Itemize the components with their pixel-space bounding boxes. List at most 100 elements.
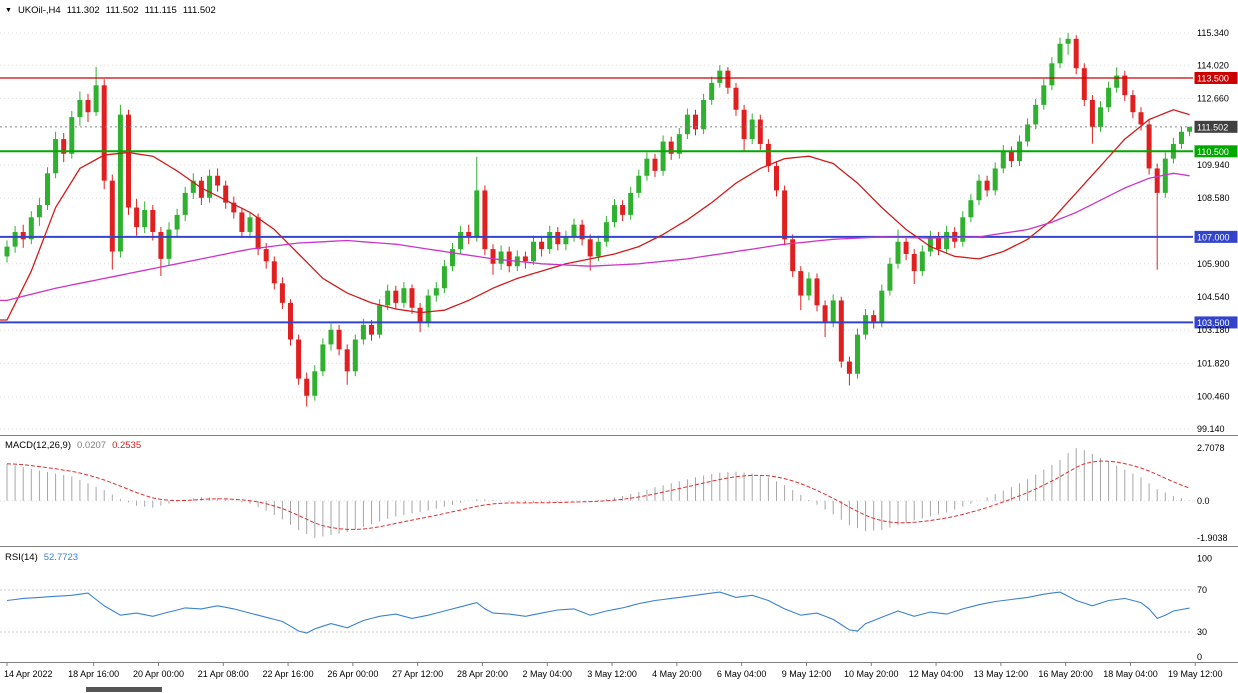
- candle-down: [539, 241, 545, 250]
- macd-scale-label: -1.9038: [1197, 533, 1228, 543]
- candle-up: [458, 231, 464, 250]
- price-label-box: [1194, 71, 1238, 84]
- time-axis[interactable]: 14 Apr 2022 18 Apr 16:00 20 Apr 00:00 21 Ap…: [0, 435, 1238, 680]
- expand-triangle-icon[interactable]: ▼: [5, 7, 12, 14]
- ohlc-close: 111.502: [182, 5, 216, 16]
- candle-up: [960, 217, 966, 242]
- candle-down: [822, 305, 828, 323]
- price-panel[interactable]: [0, 32, 1193, 430]
- scrollbar-thumb[interactable]: [86, 687, 162, 692]
- candle-up: [895, 241, 901, 264]
- candle-down: [231, 202, 237, 213]
- candle-down: [482, 190, 488, 250]
- candle-up: [531, 241, 536, 262]
- candle-down: [765, 143, 771, 166]
- candle-up: [717, 70, 723, 83]
- candle-down: [1146, 124, 1152, 169]
- price-scale-label: 113.500: [1197, 73, 1229, 83]
- time-axis-label: 14 Apr 2022: [4, 669, 53, 679]
- time-axis-label: 9 May 12:00: [782, 669, 832, 679]
- ma-magenta-line: [0, 172, 1190, 302]
- macd-signal-line: [6, 460, 1190, 530]
- candle-up: [77, 99, 83, 118]
- chart-symbol-header: ▼ UKOil-,H4 111.302 111.502 111.115 111.…: [5, 5, 216, 16]
- time-axis-label: 2 May 04:00: [523, 669, 573, 679]
- candle-down: [1073, 38, 1079, 69]
- time-axis-label: 18 Apr 16:00: [68, 669, 119, 679]
- time-axis-label: 4 May 20:00: [652, 669, 702, 679]
- candle-down: [490, 249, 496, 264]
- candle-up: [1000, 151, 1006, 169]
- candle-down: [757, 119, 763, 144]
- candle-down: [417, 307, 423, 323]
- price-scale-label: 105.900: [1197, 259, 1230, 269]
- candle-down: [814, 278, 820, 306]
- candle-up: [360, 324, 366, 340]
- time-axis-label: 19 May 12:00: [1168, 669, 1223, 679]
- candle-up: [855, 334, 860, 374]
- candle-down: [774, 165, 779, 191]
- candle-down: [279, 283, 285, 303]
- candle-down: [255, 217, 261, 250]
- price-scale[interactable]: 115.340 114.020 113.500 112.660 111.502 110.5…: [1194, 28, 1238, 662]
- macd-header: MACD(12,26,9) 0.0207 0.2535: [5, 440, 141, 451]
- candle-up: [644, 158, 650, 176]
- candle-down: [871, 315, 877, 323]
- candle-up: [69, 117, 75, 154]
- candle-down: [126, 114, 131, 208]
- candle-up: [1162, 158, 1168, 193]
- rsi-header: RSI(14) 52.7723: [5, 552, 78, 563]
- candle-up: [142, 209, 148, 228]
- candle-up: [1033, 104, 1039, 125]
- candle-down: [620, 205, 626, 215]
- candle-down: [158, 231, 164, 259]
- candle-up: [879, 290, 885, 323]
- ohlc-high: 111.502: [105, 5, 139, 16]
- candle-up: [1187, 126, 1193, 132]
- candle-down: [1122, 75, 1128, 96]
- candle-up: [547, 231, 553, 250]
- candle-up: [328, 329, 334, 345]
- candle-down: [587, 239, 593, 257]
- price-label-box: [1194, 120, 1238, 133]
- time-axis-label: 3 May 12:00: [587, 669, 637, 679]
- candle-down: [85, 99, 91, 113]
- ohlc-low: 111.115: [144, 5, 177, 16]
- candle-down: [150, 209, 156, 232]
- candle-down: [288, 302, 293, 340]
- candle-up: [36, 205, 42, 218]
- horizontal-scrollbar[interactable]: [0, 686, 1238, 693]
- candle-up: [927, 236, 933, 252]
- candle-down: [733, 87, 739, 110]
- candle-up: [166, 229, 172, 259]
- candle-up: [709, 82, 715, 100]
- rsi-line: [6, 591, 1190, 634]
- price-scale-label: 103.500: [1197, 318, 1230, 328]
- candle-down: [223, 185, 229, 203]
- candle-down: [555, 231, 561, 245]
- candle-up: [1041, 85, 1047, 105]
- price-scale-label: 99.140: [1197, 424, 1225, 434]
- candle-up: [603, 222, 609, 242]
- candle-down: [903, 241, 909, 254]
- candle-down: [61, 139, 67, 154]
- candle-down: [1089, 99, 1095, 127]
- time-axis-label: 18 May 04:00: [1103, 669, 1158, 679]
- macd-panel[interactable]: [0, 448, 1193, 538]
- candle-up: [93, 85, 99, 113]
- time-axis-label: 21 Apr 08:00: [198, 669, 249, 679]
- candle-up: [676, 134, 682, 154]
- candle-down: [936, 236, 941, 250]
- time-axis-label: 6 May 04:00: [717, 669, 767, 679]
- candle-down: [846, 361, 852, 374]
- candle-down: [838, 300, 844, 362]
- candle-down: [134, 207, 140, 228]
- rsi-scale-label: 0: [1197, 652, 1202, 662]
- candle-up: [4, 246, 10, 257]
- candle-down: [790, 239, 796, 272]
- rsi-panel[interactable]: [0, 589, 1193, 634]
- candle-up: [830, 300, 836, 323]
- candle-down: [693, 114, 698, 130]
